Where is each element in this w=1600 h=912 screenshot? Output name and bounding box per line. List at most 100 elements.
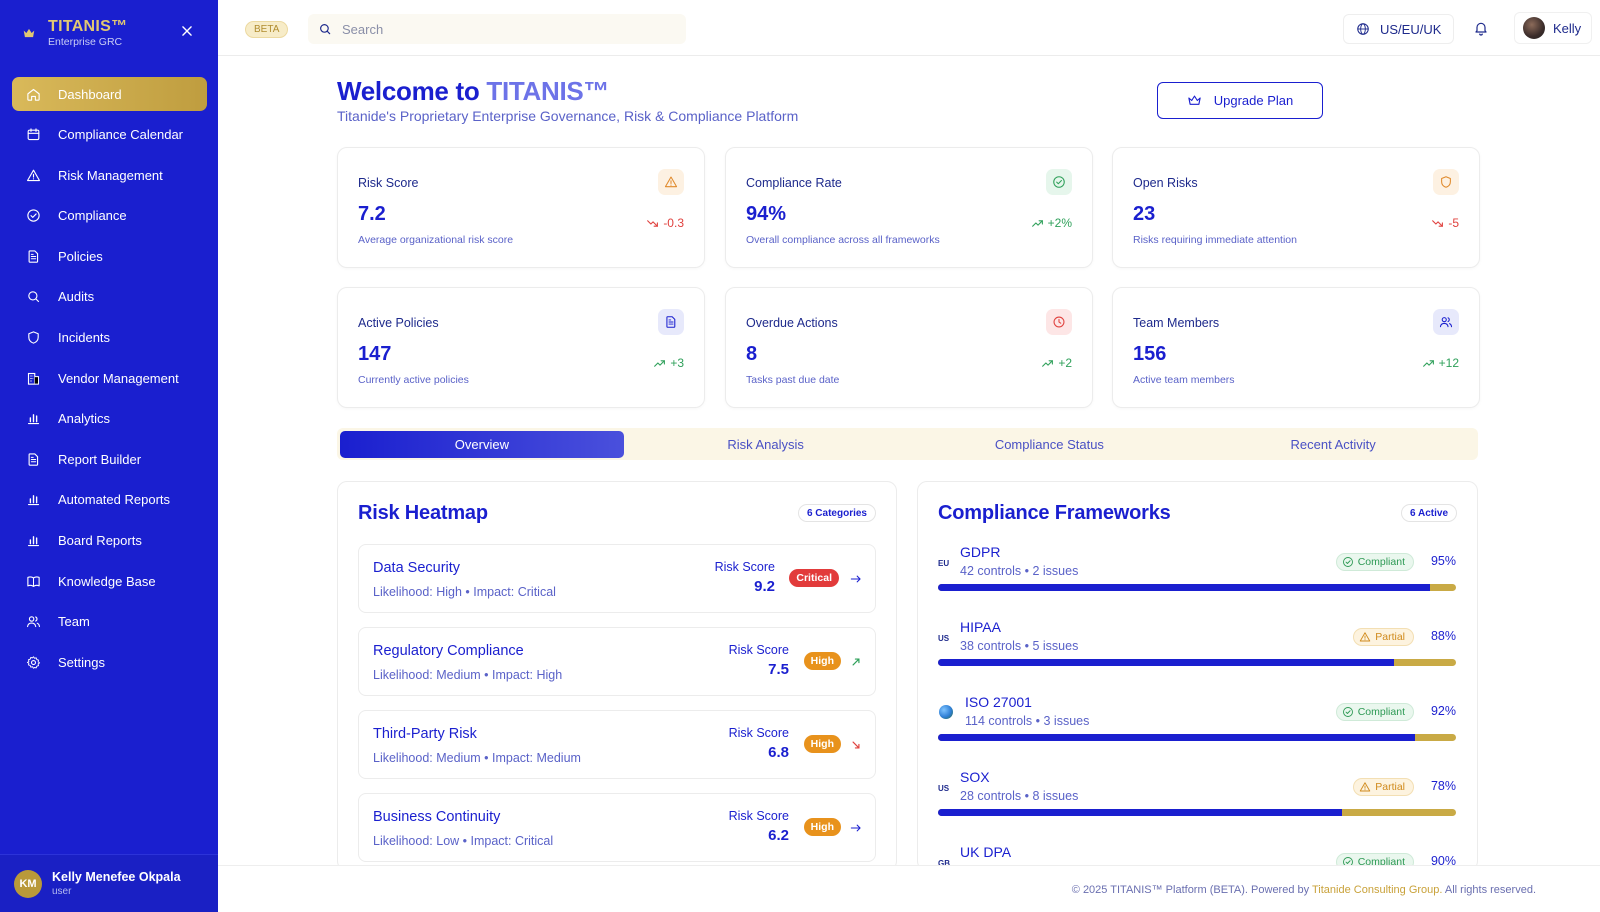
check-circle-icon	[1342, 557, 1353, 567]
stat-card-team-members[interactable]: Team Members 156 Active team members +12	[1112, 287, 1480, 408]
users-icon	[1439, 317, 1453, 328]
sidebar-item-label: Analytics	[58, 411, 111, 427]
severity-badge: High	[803, 735, 841, 753]
tab-recent-activity[interactable]: Recent Activity	[1290, 436, 1376, 452]
region-flag: US	[938, 634, 950, 643]
risk-item[interactable]: Regulatory Compliance Likelihood: Medium …	[358, 627, 876, 696]
framework-row[interactable]: ISO 27001 114 controls • 3 issues Complian…	[938, 694, 1456, 754]
stat-card-compliance-rate[interactable]: Compliance Rate 94% Overall compliance acr…	[725, 147, 1093, 268]
sidebar-item-analytics[interactable]: Analytics	[12, 402, 207, 436]
sidebar-item-label: Compliance	[58, 208, 127, 224]
stat-title: Overdue Actions	[746, 316, 838, 330]
arrow-right-icon	[850, 575, 861, 583]
framework-status-badge: Partial	[1353, 628, 1414, 646]
bell-icon[interactable]	[1473, 20, 1489, 36]
tab-risk-analysis[interactable]: Risk Analysis	[727, 436, 804, 452]
sidebar-item-automated-reports[interactable]: Automated Reports	[12, 483, 207, 517]
framework-percent: 88%	[1430, 629, 1456, 643]
stat-card-active-policies[interactable]: Active Policies 147 Currently active polic…	[337, 287, 705, 408]
welcome-prefix: Welcome to	[337, 76, 480, 106]
warning-icon	[27, 169, 40, 181]
stat-icon-badge	[1046, 309, 1072, 335]
clock-icon	[1053, 316, 1065, 328]
sidebar-item-vendor-management[interactable]: Vendor Management	[12, 361, 207, 395]
stat-card-risk-score[interactable]: Risk Score 7.2 Average organizational risk…	[337, 147, 705, 268]
framework-name: SOX	[960, 769, 990, 785]
document-icon	[28, 453, 39, 466]
top-bar: BETA US/EU/UK Kelly	[218, 0, 1600, 56]
globe-icon	[939, 705, 953, 719]
sidebar-item-label: Incidents	[58, 330, 111, 346]
region-selector[interactable]: US/EU/UK	[1343, 14, 1455, 44]
stat-icon-badge	[1433, 309, 1459, 335]
sidebar-item-knowledge-base[interactable]: Knowledge Base	[12, 564, 207, 598]
sidebar-item-compliance-calendar[interactable]: Compliance Calendar	[12, 118, 207, 152]
framework-row[interactable]: US SOX 28 controls • 8 issues Partial 78%	[938, 769, 1456, 829]
search-icon	[28, 291, 40, 303]
stat-delta-value: +3	[670, 356, 684, 370]
tab-overview[interactable]: Overview	[340, 430, 624, 458]
check-circle-icon	[27, 209, 40, 222]
risk-item[interactable]: Data Security Likelihood: High • Impact: …	[358, 544, 876, 613]
stat-card-open-risks[interactable]: Open Risks 23 Risks requiring immediate at…	[1112, 147, 1480, 268]
sidebar-item-team[interactable]: Team	[12, 605, 207, 639]
sidebar-item-incidents[interactable]: Incidents	[12, 321, 207, 355]
stat-delta-value: -0.3	[663, 216, 684, 230]
sidebar-item-risk-management[interactable]: Risk Management	[12, 158, 207, 192]
framework-percent: 90%	[1430, 854, 1456, 868]
search-box[interactable]	[308, 14, 686, 44]
sidebar-user[interactable]: KM Kelly Menefee Okpala user	[0, 854, 218, 912]
sidebar-item-policies[interactable]: Policies	[12, 239, 207, 273]
framework-row[interactable]: US HIPAA 38 controls • 5 issues Partial 88%	[938, 619, 1456, 679]
framework-status-label: Compliant	[1357, 556, 1405, 568]
risk-item[interactable]: Third-Party Risk Likelihood: Medium • Imp…	[358, 710, 876, 779]
trend-down-icon	[852, 741, 860, 749]
region-flag: EU	[938, 559, 950, 568]
framework-row[interactable]: EU GDPR 42 controls • 2 issues Compliant 95%	[938, 544, 1456, 604]
tab-compliance-status[interactable]: Compliance Status	[994, 436, 1104, 452]
sidebar-item-audits[interactable]: Audits	[12, 280, 207, 314]
company-link[interactable]: Titanide Consulting Group.	[1312, 884, 1443, 896]
stat-icon-badge	[658, 309, 684, 335]
warning-icon	[664, 176, 678, 188]
risk-likelihood-impact: Likelihood: Medium • Impact: Medium	[373, 751, 581, 765]
sidebar-item-label: Settings	[58, 654, 105, 670]
sidebar-item-dashboard[interactable]: Dashboard	[12, 77, 207, 111]
brand[interactable]: TITANIS™ Enterprise GRC	[22, 18, 127, 48]
sidebar-item-settings[interactable]: Settings	[12, 645, 207, 679]
risk-score-label: Risk Score	[728, 809, 789, 823]
page-title: Welcome to TITANIS™	[337, 76, 609, 107]
trend-up-icon	[654, 359, 666, 367]
sidebar-item-board-reports[interactable]: Board Reports	[12, 524, 207, 558]
risk-name: Data Security	[373, 560, 461, 576]
upgrade-plan-button[interactable]: Upgrade Plan	[1157, 82, 1323, 119]
search-input[interactable]	[342, 21, 662, 37]
user-menu[interactable]: Kelly	[1514, 12, 1593, 44]
framework-controls: 28 controls • 8 issues	[960, 789, 1079, 803]
sidebar-item-label: Compliance Calendar	[58, 127, 184, 143]
framework-controls: 114 controls • 3 issues	[965, 714, 1090, 728]
sidebar-item-label: Audits	[58, 289, 95, 305]
severity-badge: High	[803, 818, 841, 836]
close-icon[interactable]	[180, 24, 194, 38]
gear-icon	[26, 656, 41, 669]
brand-subtitle: Enterprise GRC	[48, 36, 123, 48]
risk-score-label: Risk Score	[714, 560, 775, 574]
crown-icon	[1188, 95, 1201, 105]
sidebar-user-role: user	[52, 885, 72, 897]
sidebar-item-report-builder[interactable]: Report Builder	[12, 442, 207, 476]
framework-name: ISO 27001	[965, 694, 1032, 710]
check-circle-icon	[1053, 176, 1065, 188]
brand-name: TITANIS™	[48, 18, 128, 35]
stat-card-overdue-actions[interactable]: Overdue Actions 8 Tasks past due date +2	[725, 287, 1093, 408]
framework-name: HIPAA	[960, 619, 1001, 635]
framework-name: GDPR	[960, 544, 1001, 560]
warning-icon	[1360, 632, 1371, 642]
framework-progress-fill	[938, 734, 1415, 741]
risk-item[interactable]: Business Continuity Likelihood: Low • Imp…	[358, 793, 876, 862]
trend-down-icon	[647, 219, 659, 227]
sidebar-item-compliance[interactable]: Compliance	[12, 199, 207, 233]
stat-delta: +2	[1041, 356, 1072, 370]
framework-percent: 95%	[1430, 554, 1456, 568]
risk-score-label: Risk Score	[728, 643, 789, 657]
